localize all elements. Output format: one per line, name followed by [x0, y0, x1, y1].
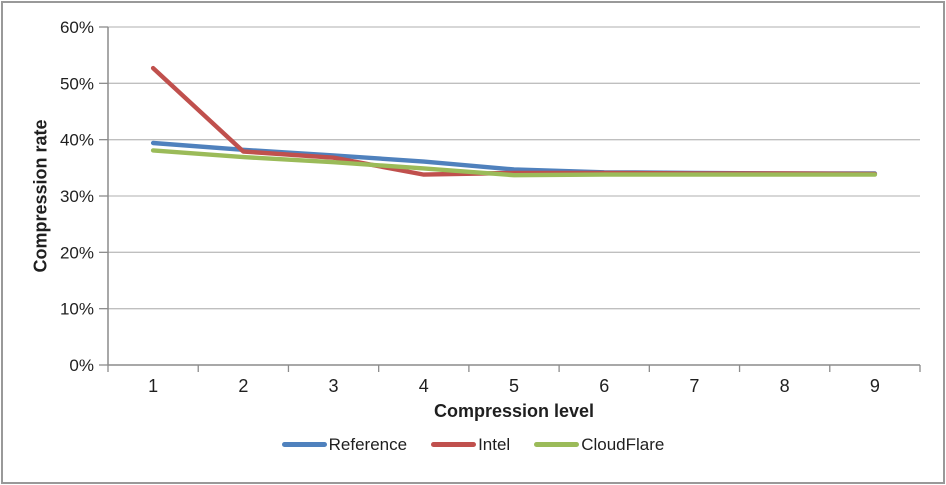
y-tick-label: 20%	[60, 243, 94, 262]
x-tick-label: 6	[599, 376, 609, 396]
legend-label-cloudflare: CloudFlare	[581, 435, 665, 454]
legend-item-intel: Intel	[431, 436, 510, 453]
legend-swatch-reference	[281, 442, 327, 447]
legend-item-reference: Reference	[281, 435, 408, 454]
y-tick-label: 60%	[60, 18, 94, 37]
y-tick-label: 30%	[60, 187, 94, 206]
x-tick-label: 9	[870, 376, 880, 396]
x-tick-label: 3	[329, 376, 339, 396]
y-axis-title: Compression rate	[30, 119, 51, 273]
series-line-cloudflare	[150, 148, 878, 178]
legend-item-cloudflare: CloudFlare	[534, 436, 664, 453]
legend-swatch-cloudflare	[534, 442, 580, 447]
x-tick-label: 8	[780, 376, 790, 396]
y-tick-label: 50%	[60, 74, 94, 93]
legend: Reference Intel CloudFlare	[0, 436, 946, 453]
y-tick-label: 10%	[60, 300, 94, 319]
x-tick-label: 7	[689, 376, 699, 396]
x-axis-title: Compression level	[433, 401, 595, 421]
legend-label-intel: Intel	[478, 435, 511, 454]
x-tick-label: 1	[148, 376, 158, 396]
y-tick-label: 0%	[69, 356, 94, 375]
x-tick-label: 5	[509, 376, 519, 396]
x-tick-label: 2	[238, 376, 248, 396]
legend-swatch-intel	[431, 442, 477, 447]
legend-label-reference: Reference	[328, 435, 408, 454]
x-tick-label: 4	[419, 376, 429, 396]
y-tick-label: 40%	[60, 131, 94, 150]
